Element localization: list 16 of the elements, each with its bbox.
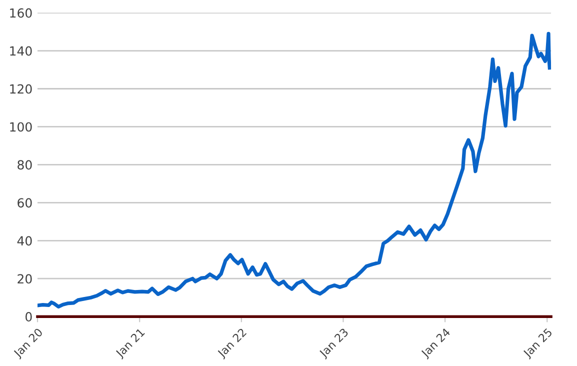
y-tick-label: 40 — [17, 236, 32, 246]
y-tick-label: 140 — [10, 46, 32, 56]
x-tick-label: Jan 24 — [420, 328, 452, 360]
y-tick-label: 20 — [18, 274, 32, 284]
x-tick-label: Jan 22 — [216, 328, 248, 360]
y-tick-label: 80 — [18, 160, 32, 170]
y-tick-label: 60 — [18, 198, 32, 208]
y-tick-label: 100 — [10, 122, 32, 132]
y-tick-label: 120 — [10, 84, 32, 94]
x-tick-label: Jan 23 — [318, 328, 350, 360]
x-tick-label: Jan 25 — [522, 328, 554, 360]
y-tick-label: 0 — [26, 312, 32, 322]
line-series — [38, 32, 552, 309]
x-tick-label: Jan 20 — [12, 328, 45, 360]
x-tick-label: Jan 21 — [114, 328, 146, 360]
y-tick-label: 160 — [10, 8, 32, 18]
